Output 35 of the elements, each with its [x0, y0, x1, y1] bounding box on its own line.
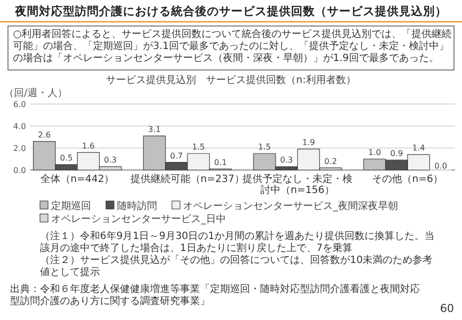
data-label: 0.9 — [390, 149, 404, 158]
x-tick-label: 全体（n=442） — [40, 173, 114, 185]
data-label: 0.5 — [60, 154, 73, 162]
data-label: 0.0 — [434, 162, 448, 170]
y-axis-title: （回/週・人） — [4, 88, 68, 99]
data-label: 2.6 — [38, 130, 51, 140]
data-label: 0.2 — [324, 156, 337, 166]
chart-subtitle: サービス提供見込別 サービス提供回数（n:利用者数） — [106, 74, 356, 86]
data-label: 0.1 — [214, 158, 227, 167]
data-label: 1.6 — [82, 141, 95, 150]
data-label: 3.1 — [148, 124, 161, 134]
y-tick-label: 6.0 — [13, 100, 26, 109]
data-label: 1.4 — [412, 144, 426, 153]
data-label: 1.0 — [368, 148, 381, 157]
data-label: 1.5 — [192, 142, 205, 152]
y-tick-label: 0.0 — [13, 166, 26, 175]
data-label: 1.5 — [258, 142, 271, 152]
legend-label: オペレーションセンターサービス_日中 — [51, 213, 226, 225]
y-tick-label: 2.0 — [13, 144, 26, 153]
data-label: 0.3 — [104, 156, 117, 165]
legend-label: 定期巡回 — [51, 200, 91, 212]
text: ○利用者回答によると、サービス提供回数について統合後のサービス提供見込別では、「提供継続可能」の場合、「定期巡回」が3.1回で最多であったのに対し、「提供予定なし・未定・検討中」の場合は「オペレーションセンターサービス（夜間・深夜・早朝）」が1.9回で最多であった。 — [13, 28, 452, 64]
data-label: 0.3 — [280, 156, 293, 165]
text: 60 — [440, 302, 454, 315]
data-label: 0.7 — [170, 151, 183, 160]
source-note: 出典：令和６年度老人保健健康増進等事業「定期巡回・随時対応型訪問介護看護と夜間対応型訪問介護のあり方に関する調査研究事業」 — [10, 283, 420, 307]
x-tick-label: その他（n=6） — [372, 173, 444, 185]
chart-title: 夜間対応型訪問介護における統合後のサービス提供回数（サービス提供見込別） — [14, 4, 447, 18]
legend-label: オペレーションセンターサービス_夜間深夜早朝 — [183, 200, 398, 212]
x-tick-label: 提供予定なし・未定・検討中（n=156） — [242, 173, 353, 196]
text: （注２）サービス提供見込が「その他」の回答については、回答数が10未満のため参考値として提示 — [40, 254, 433, 278]
legend-label: 随時訪問 — [117, 200, 157, 212]
y-tick-label: 4.0 — [13, 122, 26, 131]
data-label: 1.9 — [302, 138, 315, 148]
text: （注１）令和6年9月1日～9月30日の1か月間の累計を週あたり提供回数に換算した。当該月の途中で終了した場合は、1日あたりに割り戻した上で、7を乗算 — [40, 230, 435, 254]
